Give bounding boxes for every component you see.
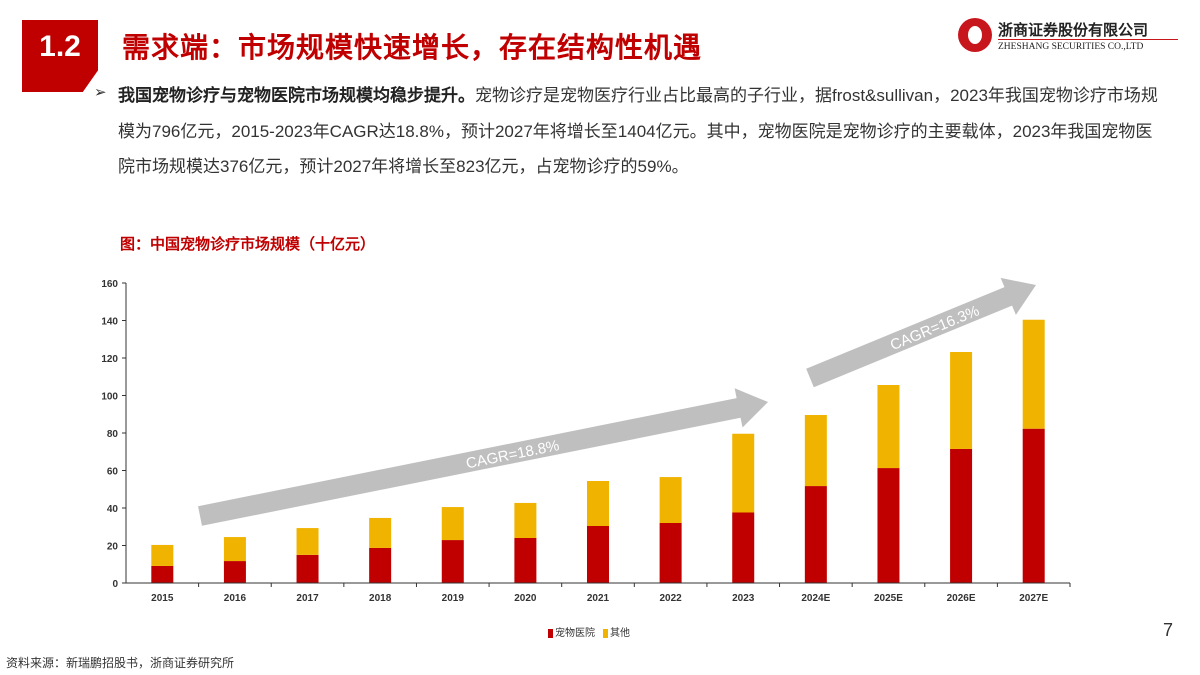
company-logo: 浙商证券股份有限公司 ZHESHANG SECURITIES CO.,LTD [958, 18, 1178, 58]
legend-label-other: 其他 [610, 628, 630, 639]
bar-other-2016 [223, 537, 246, 562]
y-tick-label: 100 [101, 392, 118, 403]
legend-item-hospital: 宠物医院 [548, 624, 595, 639]
x-tick-label: 2019 [442, 593, 465, 604]
bar-other-2022 [659, 477, 682, 523]
bar-hospital-2024E [804, 486, 827, 583]
cagr-arrow-icon [806, 277, 1036, 388]
x-tick-label: 2018 [369, 593, 392, 604]
bar-other-2020 [514, 502, 537, 538]
bar-other-2025E [877, 385, 900, 469]
bar-hospital-2022 [659, 523, 682, 583]
page-title: 需求端：市场规模快速增长，存在结构性机遇 [122, 32, 703, 63]
cagr-label: CAGR=16.3% [888, 302, 982, 354]
bar-other-2021 [587, 481, 609, 526]
chart-title: 图：中国宠物诊疗市场规模（十亿元） [120, 236, 376, 253]
bar-hospital-2021 [587, 526, 609, 583]
x-tick-label: 2022 [659, 593, 682, 604]
body-paragraph: 我国宠物诊疗与宠物医院市场规模均稳步提升。宠物诊疗是宠物医疗行业占比最高的子行业… [118, 78, 1158, 185]
bar-other-2027E [1022, 319, 1045, 429]
x-tick-label: 2024E [801, 593, 830, 604]
logo-cn-text: 浙商证券股份有限公司 [998, 22, 1149, 39]
x-tick-label: 2020 [514, 593, 537, 604]
cagr-label: CAGR=18.8% [465, 437, 561, 472]
bar-other-2015 [151, 544, 174, 566]
x-tick-label: 2016 [224, 593, 247, 604]
bar-other-2019 [441, 507, 464, 541]
bar-other-2023 [732, 433, 755, 513]
bar-other-2018 [369, 517, 392, 548]
x-tick-label: 2026E [947, 593, 976, 604]
arrow-bullet-icon: ➢ [94, 84, 107, 101]
x-tick-label: 2027E [1019, 593, 1048, 604]
bar-hospital-2026E [950, 448, 973, 583]
y-tick-label: 20 [107, 542, 119, 553]
legend-label-hospital: 宠物医院 [555, 628, 595, 639]
x-tick-label: 2023 [732, 593, 755, 604]
page-number: 7 [1163, 620, 1174, 640]
x-tick-label: 2017 [296, 593, 319, 604]
x-tick-label: 2021 [587, 593, 610, 604]
y-tick-label: 160 [101, 279, 118, 290]
bar-other-2024E [804, 415, 827, 487]
x-tick-label: 2015 [151, 593, 174, 604]
logo-divider [998, 39, 1178, 40]
legend-swatch-hospital [548, 628, 553, 638]
chart-legend: 宠物医院 其他 [548, 624, 630, 639]
source-note: 资料来源：新瑞鹏招股书，浙商证券研究所 [6, 656, 235, 670]
x-tick-label: 2025E [874, 593, 903, 604]
bar-other-2017 [296, 528, 319, 555]
bar-hospital-2016 [223, 561, 246, 583]
y-tick-label: 40 [107, 504, 119, 515]
bar-hospital-2027E [1022, 428, 1045, 583]
y-tick-label: 80 [107, 429, 119, 440]
bar-hospital-2015 [151, 565, 174, 583]
bar-hospital-2017 [296, 554, 319, 583]
bar-hospital-2019 [441, 540, 464, 583]
bar-other-2026E [950, 352, 973, 449]
logo-en-text: ZHESHANG SECURITIES CO.,LTD [998, 42, 1144, 52]
legend-swatch-other [603, 628, 608, 638]
bar-hospital-2023 [732, 512, 755, 583]
y-tick-label: 60 [107, 467, 119, 478]
y-tick-label: 0 [112, 579, 118, 590]
body-text: 宠物诊疗是宠物医疗行业占比最高的子行业，据frost&sullivan，2023… [118, 86, 1158, 176]
bar-hospital-2020 [514, 538, 537, 583]
bar-hospital-2018 [369, 547, 392, 583]
bar-hospital-2025E [877, 468, 900, 583]
body-lead: 我国宠物诊疗与宠物医院市场规模均稳步提升。 [118, 86, 475, 105]
y-tick-label: 120 [101, 354, 118, 365]
section-number-badge: 1.2 [22, 20, 98, 92]
legend-item-other: 其他 [603, 624, 630, 639]
cagr-arrow-icon [198, 388, 768, 526]
logo-icon [958, 18, 992, 52]
y-tick-label: 140 [101, 317, 118, 328]
